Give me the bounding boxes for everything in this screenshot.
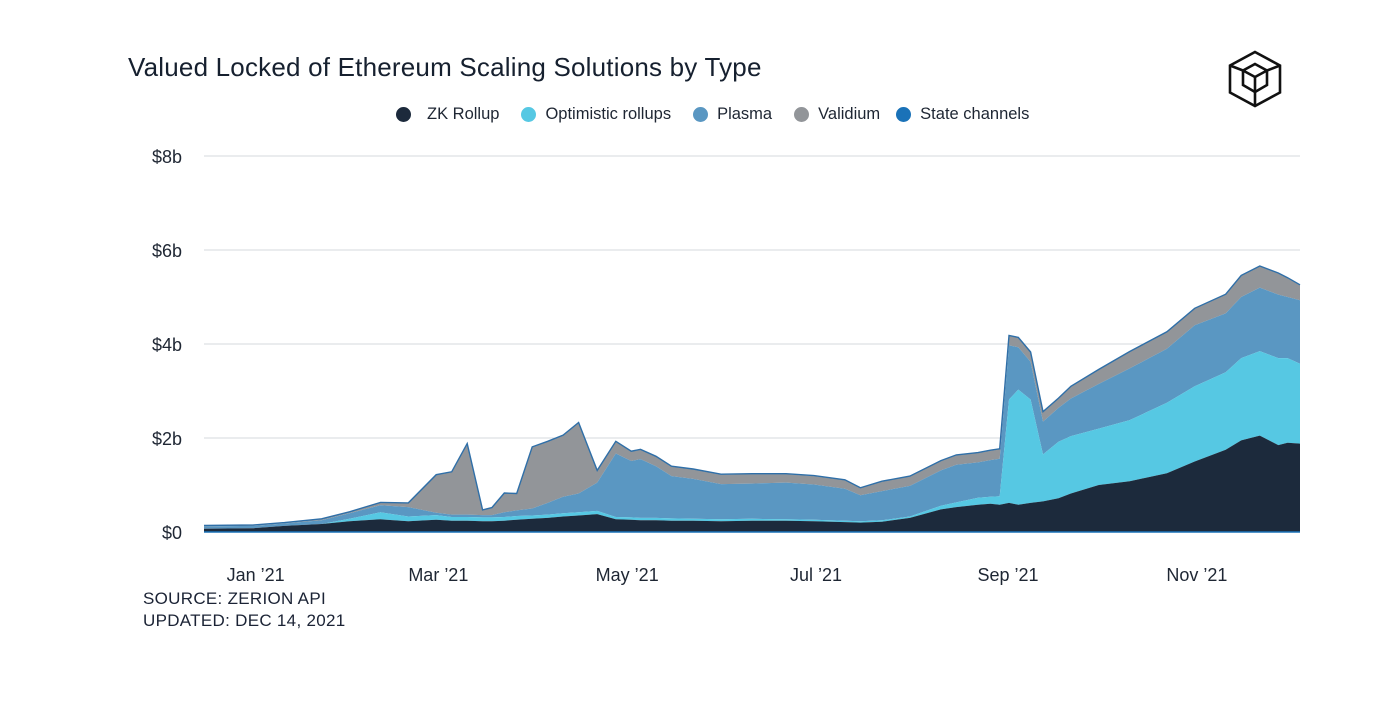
chart-legend: ZK Rollup Optimistic rollups Plasma Vali… — [396, 102, 1051, 126]
legend-label-optimistic-rollups: Optimistic rollups — [545, 104, 672, 123]
y-tick-label: $4b — [152, 335, 182, 355]
legend-swatch-zk-rollup — [396, 106, 411, 122]
legend-item-optimistic-rollups[interactable]: Optimistic rollups — [521, 105, 671, 124]
legend-item-state-channels[interactable]: State channels — [896, 105, 1029, 124]
legend-label-state-channels: State channels — [920, 104, 1030, 123]
legend-swatch-optimistic-rollups — [521, 106, 537, 122]
chart-title: Valued Locked of Ethereum Scaling Soluti… — [128, 52, 762, 82]
x-tick-label: Jul ’21 — [790, 565, 842, 585]
area-validium — [204, 266, 1300, 527]
legend-swatch-validium — [794, 106, 810, 122]
y-tick-label: $2b — [152, 429, 182, 449]
legend-item-plasma[interactable]: Plasma — [693, 105, 772, 124]
updated-note: UPDATED: DEC 14, 2021 — [143, 611, 346, 630]
area-zk-rollup — [204, 435, 1300, 532]
x-tick-label: Mar ’21 — [408, 565, 468, 585]
y-tick-label: $0 — [162, 523, 182, 543]
y-tick-label: $8b — [152, 147, 182, 167]
area-optimistic-rollups — [204, 351, 1300, 529]
hexagon-cube-logo-icon — [1228, 50, 1282, 108]
legend-item-validium[interactable]: Validium — [794, 105, 880, 124]
source-note: SOURCE: ZERION API — [143, 589, 326, 608]
legend-label-zk-rollup: ZK Rollup — [427, 104, 500, 123]
series-line-total — [203, 265, 1301, 527]
area-plasma — [204, 287, 1300, 529]
legend-label-validium: Validium — [818, 104, 881, 123]
legend-swatch-state-channels — [896, 106, 912, 122]
x-tick-label: Sep ’21 — [977, 565, 1038, 585]
y-tick-label: $6b — [152, 241, 182, 261]
legend-item-zk-rollup[interactable]: ZK Rollup — [396, 105, 499, 124]
legend-label-plasma: Plasma — [717, 104, 773, 123]
x-tick-label: Jan ’21 — [227, 565, 285, 585]
legend-swatch-plasma — [693, 106, 709, 122]
x-tick-label: Nov ’21 — [1166, 565, 1227, 585]
x-tick-label: May ’21 — [596, 565, 659, 585]
